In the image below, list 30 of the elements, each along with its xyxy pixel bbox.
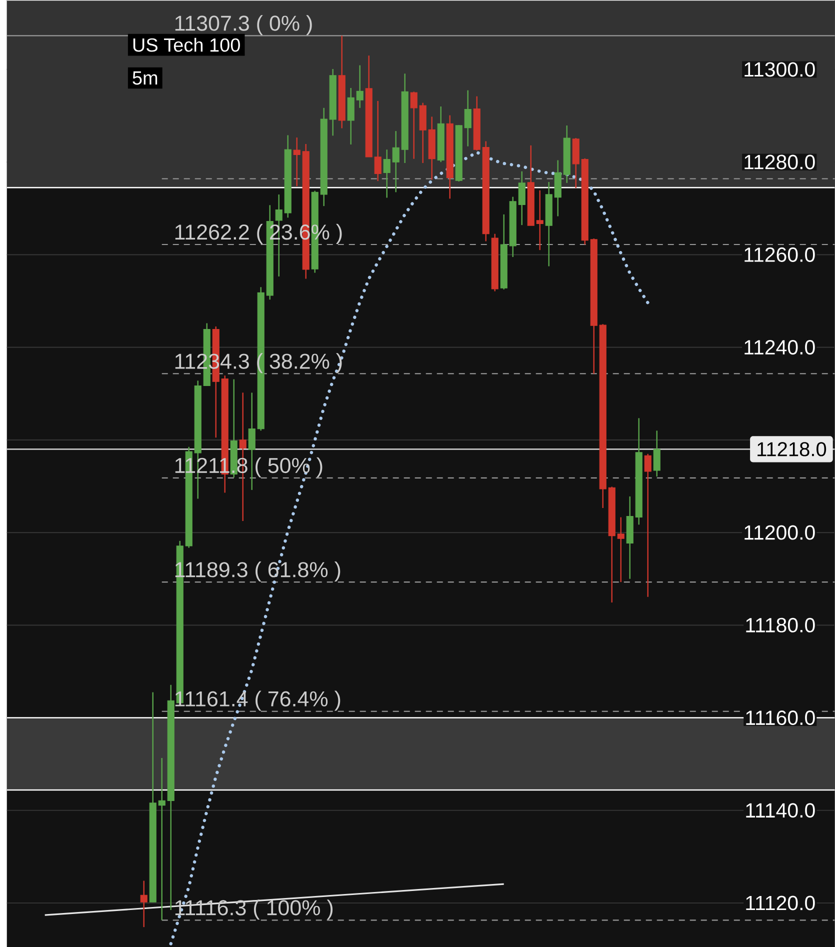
candlestick: [140, 880, 148, 928]
y-tick-label: 11120.0: [746, 896, 815, 910]
candlestick: [518, 170, 526, 226]
candlestick: [248, 392, 256, 491]
candlestick: [464, 90, 472, 147]
y-tick-label: 11260.0: [744, 247, 815, 262]
candlestick: [644, 453, 652, 598]
y-tick-label: 11140.0: [746, 803, 815, 818]
candlestick: [653, 430, 660, 478]
candlestick: [617, 516, 624, 583]
ref-line-label: 11307.3 ( 0% ): [175, 15, 312, 36]
y-tick-label: 11200.0: [744, 525, 815, 540]
candlestick: [536, 190, 544, 251]
y-tick-label: 11180.0: [746, 618, 815, 632]
y-tick-label: 11300.0: [744, 62, 815, 77]
candlestick: [293, 136, 300, 187]
candlestick: [383, 148, 390, 198]
text: US Tech 100: [133, 38, 240, 52]
candlestick: [158, 757, 166, 921]
ref-line-label: 11218.0: [757, 442, 826, 456]
y-tick-label: 11160.0: [746, 710, 815, 726]
candlestick: [374, 100, 382, 182]
candlestick: [347, 87, 354, 146]
ref-line-label: 11116.3 ( 100% ): [175, 900, 332, 920]
candlestick: [392, 130, 400, 193]
text: 5m: [132, 71, 157, 85]
candlestick: [356, 64, 364, 108]
y-tick-label: 11280.0: [744, 154, 815, 170]
y-tick-label: 11240.0: [744, 340, 815, 355]
candlestick: [410, 91, 418, 160]
